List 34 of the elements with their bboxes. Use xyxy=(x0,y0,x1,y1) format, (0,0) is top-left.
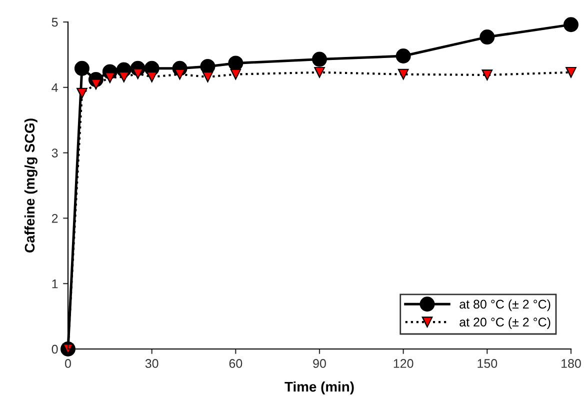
x-axis-title: Time (min) xyxy=(284,381,354,394)
x-tick-label: 120 xyxy=(394,359,414,368)
y-axis-title: Caffeine (mg/g SCG) xyxy=(24,118,38,252)
point xyxy=(146,72,158,82)
point xyxy=(396,48,411,64)
point xyxy=(482,70,493,80)
y-tick-label: 0 xyxy=(52,344,58,354)
point xyxy=(174,68,186,80)
point xyxy=(228,56,244,71)
point xyxy=(104,72,116,84)
point xyxy=(74,60,90,76)
point xyxy=(398,68,409,80)
x-tick-label: 90 xyxy=(313,359,326,368)
y-tick-label: 2 xyxy=(52,214,58,223)
y-tick-label: 1 xyxy=(52,280,58,288)
point xyxy=(118,72,130,82)
point xyxy=(314,66,325,78)
legend-label: at 80 °C (± 2 °C) xyxy=(460,299,550,312)
point xyxy=(76,88,88,99)
y-tick-label: 3 xyxy=(52,148,58,158)
point xyxy=(480,30,495,45)
x-tick-label: 60 xyxy=(229,359,242,368)
point xyxy=(564,17,578,32)
y-tick-label: 4 xyxy=(52,83,58,92)
point xyxy=(312,52,327,67)
y-tick-label: 5 xyxy=(52,18,58,27)
point xyxy=(566,66,576,78)
point xyxy=(202,72,214,82)
point xyxy=(230,68,242,80)
x-tick-label: 150 xyxy=(478,359,498,368)
x-tick-label: 30 xyxy=(145,359,158,368)
legend-label: at 20 °C (± 2 °C) xyxy=(460,317,550,329)
x-tick-label: 0 xyxy=(65,359,71,368)
x-tick-label: 180 xyxy=(562,359,581,368)
